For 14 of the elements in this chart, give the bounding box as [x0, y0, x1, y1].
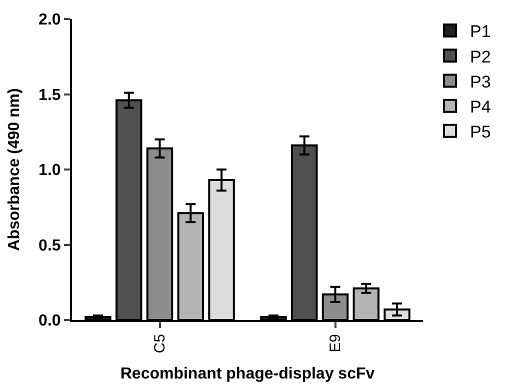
y-tick-label: 1.5 — [38, 86, 61, 104]
y-tick-label: 0.0 — [38, 312, 61, 330]
x-tick-label: E9 — [327, 334, 344, 352]
legend-label: P4 — [470, 97, 491, 116]
y-axis-title: Absorbance (490 nm) — [6, 88, 23, 251]
x-axis-title: Recombinant phage-display scFv — [120, 365, 375, 382]
y-tick-label: 0.5 — [38, 237, 61, 254]
legend-label: P2 — [470, 47, 491, 66]
legend-label: P3 — [470, 72, 491, 92]
y-tick-label: 2.0 — [38, 12, 61, 29]
x-tick-label: C5 — [152, 334, 169, 354]
legend-label: P5 — [470, 122, 491, 142]
y-tick-label: 1.0 — [38, 162, 61, 180]
legend-label: P1 — [470, 22, 491, 42]
